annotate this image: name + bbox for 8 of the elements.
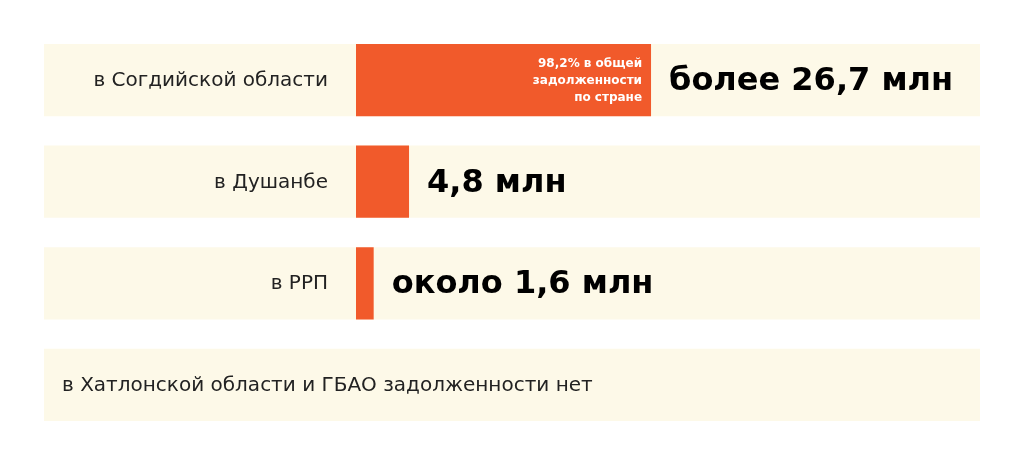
y-tick-label: в РРП <box>270 270 328 295</box>
data-label: более 26,7 млн <box>669 60 954 99</box>
y-tick-label: в Душанбе <box>214 168 328 193</box>
y-tick-label: в Хатлонской области и ГБАО задолженности нет <box>62 371 594 396</box>
data-label: 4,8 млн <box>427 161 567 200</box>
annotation: 98,2% в общей задолженности по стране <box>532 56 643 105</box>
data-label: около 1,6 млн <box>391 263 654 302</box>
y-tick-label: в Согдийской области <box>93 67 328 92</box>
